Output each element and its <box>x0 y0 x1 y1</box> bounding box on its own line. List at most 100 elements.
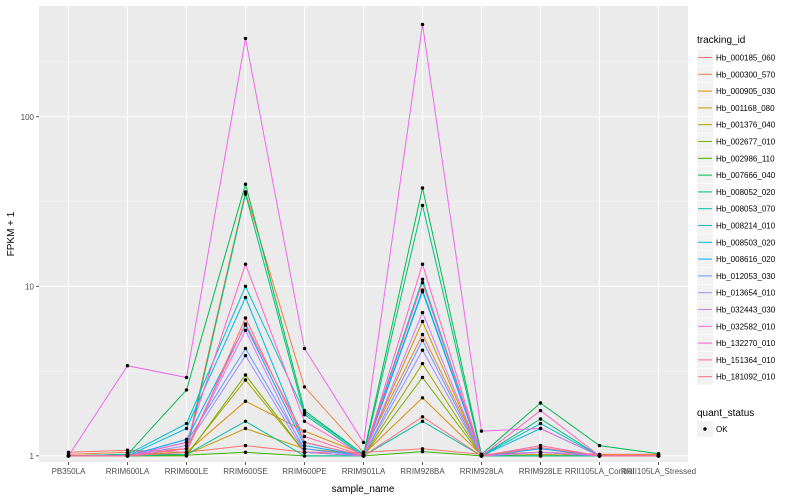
shape-legend-point <box>703 427 707 431</box>
data-point <box>184 388 189 392</box>
data-point <box>361 454 366 458</box>
x-tick-label: RRIM600SE <box>223 467 267 476</box>
data-point <box>302 385 307 389</box>
x-tick-label: PB350LA <box>52 467 86 476</box>
data-point <box>184 437 189 442</box>
legend-label: Hb_032443_030 <box>716 306 776 315</box>
data-point <box>361 440 366 445</box>
legend-label: Hb_008052_020 <box>716 188 776 197</box>
data-point <box>302 447 307 451</box>
data-point <box>538 454 543 458</box>
data-point <box>420 262 425 266</box>
shape-legend-title: quant_status <box>697 408 754 419</box>
data-point <box>420 290 425 294</box>
legend-label: Hb_000905_030 <box>716 87 776 96</box>
data-point <box>243 443 248 448</box>
data-point <box>420 447 425 451</box>
data-point <box>420 186 425 190</box>
y-tick-label: 10 <box>25 282 34 291</box>
x-axis: PB350LA RRIM600LA RRIM600LE RRIM600SE RRIM60… <box>52 462 696 476</box>
data-point <box>243 373 248 377</box>
data-point <box>302 419 307 423</box>
data-point <box>302 429 307 433</box>
legend-label: Hb_032582_010 <box>716 322 776 331</box>
data-point <box>302 443 307 448</box>
data-point <box>479 429 484 433</box>
data-point <box>420 419 425 423</box>
data-point <box>243 322 248 326</box>
data-point <box>243 36 248 41</box>
data-point <box>184 450 189 454</box>
data-point <box>420 22 425 27</box>
data-point <box>125 454 130 458</box>
data-point <box>420 319 425 324</box>
data-point <box>420 310 425 315</box>
data-point <box>302 346 307 351</box>
data-point <box>184 447 189 451</box>
data-point <box>420 375 425 380</box>
legend-label: Hb_181092_010 <box>716 373 776 382</box>
shape-legend-label: OK <box>716 425 728 434</box>
x-tick-label: RRIM901LA <box>342 467 386 476</box>
data-point <box>243 399 248 403</box>
data-point <box>302 410 307 415</box>
data-points <box>66 22 661 458</box>
legend-label: Hb_002986_110 <box>716 154 775 163</box>
data-point <box>66 454 71 458</box>
x-tick-label: RRIM928BA <box>400 467 445 476</box>
x-tick-label: RRIM928LA <box>460 467 504 476</box>
legend-label: Hb_001376_040 <box>716 121 776 130</box>
data-point <box>184 426 189 431</box>
x-tick-label: RRIM600PE <box>282 467 326 476</box>
data-point <box>538 445 543 450</box>
data-point <box>479 454 484 458</box>
data-point <box>125 364 130 368</box>
data-point <box>420 203 425 208</box>
legend-label: Hb_007666_040 <box>716 171 776 180</box>
x-tick-label: RRII105LA_Stressed <box>621 467 696 476</box>
data-point <box>538 401 543 405</box>
legend-label: Hb_132270_010 <box>716 339 776 348</box>
data-point <box>420 415 425 419</box>
data-point <box>243 316 248 320</box>
data-point <box>243 419 248 423</box>
y-axis: 1 10 100 <box>21 113 39 461</box>
x-axis-title: sample_name <box>332 484 395 495</box>
data-point <box>243 192 248 196</box>
data-point <box>420 361 425 366</box>
data-point <box>420 449 425 454</box>
legend-label: Hb_008503_020 <box>716 238 776 247</box>
data-point <box>420 348 425 352</box>
y-axis-title: FPKM + 1 <box>6 211 17 256</box>
data-point <box>420 281 425 285</box>
legend-label: Hb_151364_010 <box>716 356 776 365</box>
legend-label: Hb_000185_060 <box>716 54 776 63</box>
legend-label: Hb_000300_570 <box>716 70 776 79</box>
data-point <box>420 396 425 400</box>
data-point <box>420 332 425 337</box>
data-point <box>243 182 248 186</box>
x-tick-label: RRII105LA_Control <box>565 467 635 476</box>
data-point <box>597 454 602 458</box>
data-point <box>302 440 307 445</box>
data-point <box>538 426 543 431</box>
data-point <box>243 295 248 300</box>
y-tick-label: 100 <box>21 113 35 122</box>
data-point <box>538 450 543 454</box>
x-tick-label: RRIM600LE <box>165 467 209 476</box>
legend-label: Hb_002677_010 <box>716 138 776 147</box>
data-point <box>243 426 248 431</box>
data-point <box>538 417 543 421</box>
data-point <box>302 434 307 439</box>
data-point <box>243 378 248 382</box>
data-point <box>243 284 248 288</box>
data-point <box>420 338 425 343</box>
x-tick-label: RRIM928LE <box>519 467 563 476</box>
data-point <box>597 443 602 448</box>
y-tick-label: 1 <box>30 452 35 461</box>
legend-label: Hb_013654_010 <box>716 289 776 298</box>
legend-label: Hb_012053_030 <box>716 272 776 281</box>
data-point <box>184 440 189 445</box>
data-point <box>184 443 189 448</box>
legend-label: Hb_008616_020 <box>716 255 776 264</box>
